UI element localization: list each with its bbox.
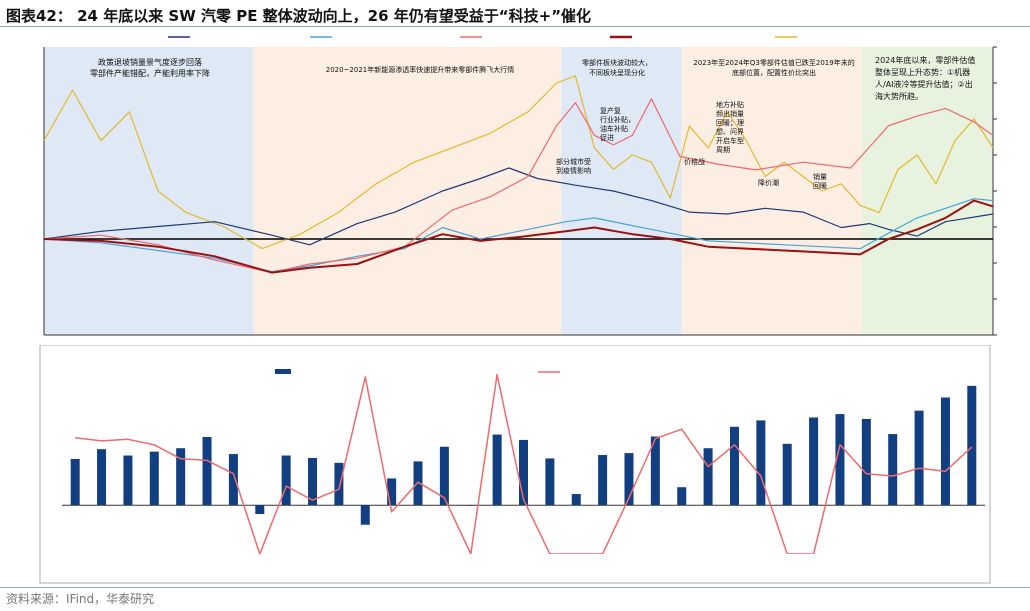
region-caption: 2023年至2024年Q3零部件估值已跌至2019年末的底部位置，配置性价比突出 xyxy=(693,58,854,77)
profit-bar xyxy=(809,417,819,506)
profit-bar xyxy=(70,458,80,506)
profit-bar xyxy=(677,487,687,506)
series-line-3 xyxy=(43,199,994,274)
profit-bar xyxy=(571,494,581,506)
phase-band xyxy=(253,47,562,335)
event-annotation: 地方补贴频出销量回暖；理想、问界开启车型周期 xyxy=(716,100,744,154)
series-line-4 xyxy=(43,75,994,250)
profit-bar xyxy=(149,451,159,506)
profit-bar xyxy=(756,420,766,506)
profit-bar xyxy=(782,443,792,506)
phase-band xyxy=(681,47,863,335)
chart-frame xyxy=(39,345,991,584)
profit-bar xyxy=(914,410,924,506)
profit-bar xyxy=(228,454,238,506)
phase-band xyxy=(862,47,993,335)
profit-bar xyxy=(861,418,871,506)
profit-bar xyxy=(387,478,397,506)
pe-index-chart: 政策退坡销量景气度逐步回落零部件产能错配，产能利用率下降 2020~2021年新能… xyxy=(43,35,997,336)
phase-band xyxy=(561,47,682,335)
profit-bar xyxy=(519,439,528,506)
profit-bar xyxy=(123,455,133,506)
region-caption: 零部件板块波动较大，不同板块呈现分化 xyxy=(582,58,652,77)
profit-bar xyxy=(255,505,265,515)
profit-bar xyxy=(888,434,898,506)
legend-swatch xyxy=(275,369,291,374)
figure-title: 图表42： 24 年底以来 SW 汽零 PE 整体波动向上，26 年仍有望受益于… xyxy=(6,7,592,25)
profit-bar xyxy=(334,462,344,506)
profit-bar xyxy=(967,385,977,506)
profit-bar xyxy=(940,397,950,506)
profit-bar xyxy=(202,437,212,506)
profit-bar xyxy=(729,426,739,506)
title-rule xyxy=(0,26,1030,27)
series-line-2 xyxy=(43,98,994,274)
region-caption: 2024年底以来，零部件估值整体呈现上升态势：①机器人/AI液冷等提升估值；②出… xyxy=(875,55,975,101)
source-note: 资料来源：IFind，华泰研究 xyxy=(6,592,155,606)
event-annotation: 部分城市受到疫情影响 xyxy=(556,157,591,175)
profit-bar xyxy=(650,436,660,506)
profit-bar xyxy=(308,457,318,506)
profit-bar xyxy=(624,453,634,506)
profit-bar xyxy=(176,448,186,506)
source-rule xyxy=(0,587,1030,588)
growth-line xyxy=(75,373,973,554)
event-annotation: 降价潮 xyxy=(758,178,779,187)
region-caption: 政策退坡销量景气度逐步回落零部件产能错配，产能利用率下降 xyxy=(90,57,210,78)
profit-bar xyxy=(492,434,502,506)
profit-bar xyxy=(835,414,845,506)
profit-bar xyxy=(439,446,449,506)
profit-bar xyxy=(703,448,713,506)
profit-bar xyxy=(97,449,107,506)
profit-bar xyxy=(466,505,476,506)
event-annotation: 复产复行业补贴，油车补贴促进 xyxy=(600,106,635,142)
series-line-0 xyxy=(43,167,994,246)
phase-band xyxy=(44,47,254,335)
profit-chart xyxy=(39,345,991,584)
profit-bar xyxy=(598,455,608,506)
region-caption: 2020~2021年新能源渗透率快速提升带来零部件腾飞大行情 xyxy=(326,65,515,74)
profit-bar xyxy=(360,505,370,525)
profit-bar xyxy=(545,458,555,506)
profit-bar xyxy=(281,455,291,506)
event-annotation: 价格战 xyxy=(684,157,705,166)
event-annotation: 销量回暖 xyxy=(813,172,827,190)
